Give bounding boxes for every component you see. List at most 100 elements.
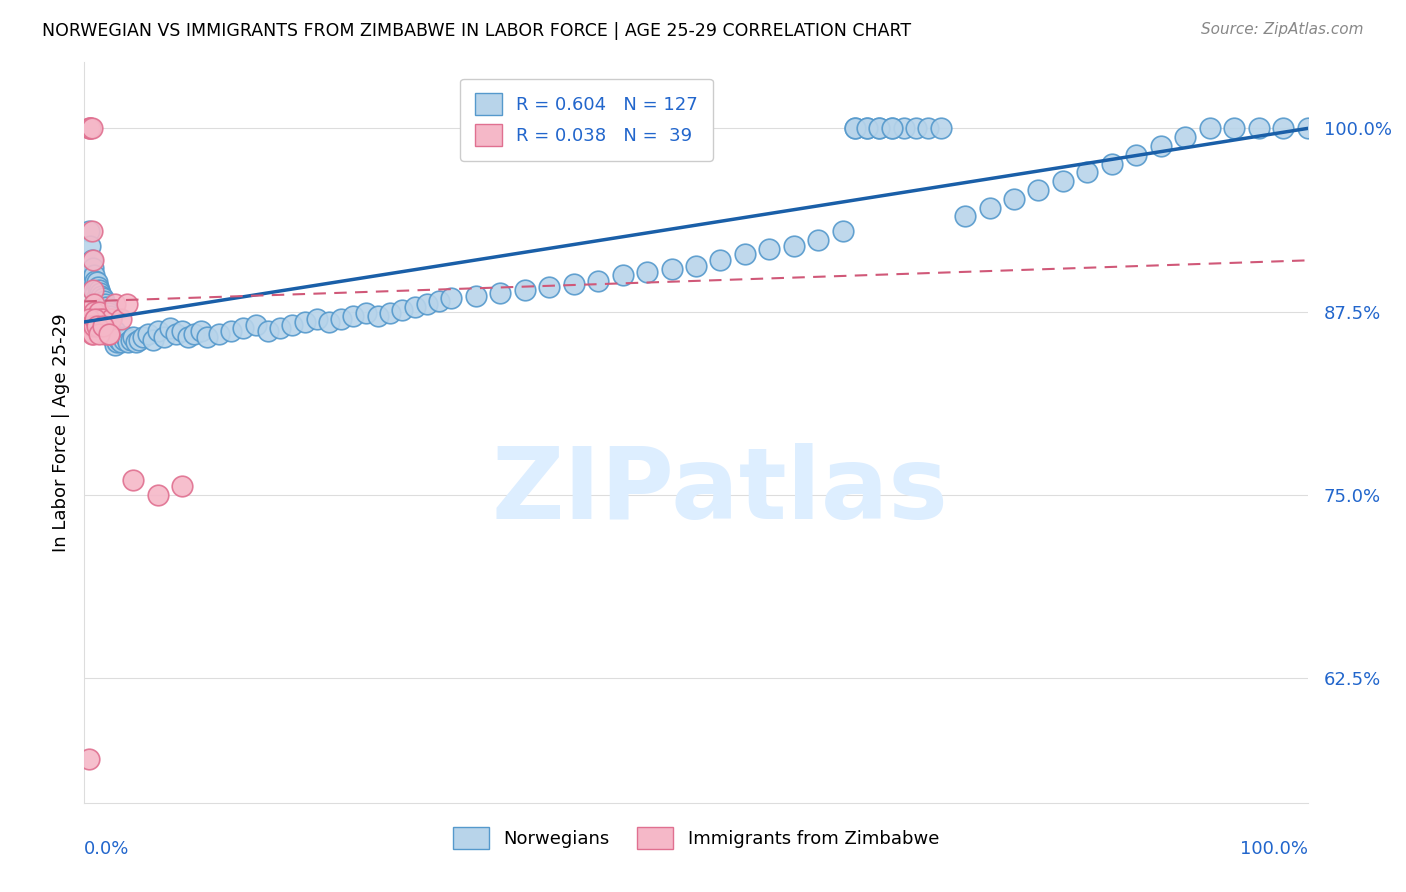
Point <box>104 324 127 338</box>
Point <box>367 309 389 323</box>
Point <box>82 326 104 341</box>
Point <box>105 329 128 343</box>
Point <box>844 121 866 136</box>
Point <box>281 318 304 332</box>
Point <box>89 312 111 326</box>
Point <box>86 319 108 334</box>
Point <box>87 279 110 293</box>
Point <box>856 121 879 136</box>
Point <box>120 333 142 347</box>
Point <box>219 324 242 338</box>
Point <box>1002 192 1025 206</box>
Point <box>93 319 115 334</box>
Point <box>87 304 110 318</box>
Point <box>87 294 110 309</box>
Point <box>94 312 117 326</box>
Point <box>880 121 903 136</box>
Point <box>83 268 105 282</box>
Point <box>96 319 118 334</box>
Point <box>586 274 609 288</box>
Point <box>195 329 218 343</box>
Point <box>146 324 169 338</box>
Legend: Norwegians, Immigrants from Zimbabwe: Norwegians, Immigrants from Zimbabwe <box>446 821 946 856</box>
Point <box>245 318 267 332</box>
Point <box>844 121 866 136</box>
Point <box>93 294 115 309</box>
Point <box>79 121 101 136</box>
Point <box>97 306 120 320</box>
Point <box>83 319 105 334</box>
Point <box>97 326 120 341</box>
Point <box>208 326 231 341</box>
Point <box>77 121 100 136</box>
Point <box>856 121 879 136</box>
Point <box>869 121 891 136</box>
Point <box>91 292 114 306</box>
Point <box>342 309 364 323</box>
Point <box>917 121 939 136</box>
Point <box>661 262 683 277</box>
Point <box>391 303 413 318</box>
Point <box>1028 183 1050 197</box>
Point <box>83 297 105 311</box>
Point <box>103 333 125 347</box>
Point <box>880 121 903 136</box>
Point <box>90 319 112 334</box>
Point <box>489 285 512 300</box>
Point <box>80 224 103 238</box>
Point <box>104 297 127 311</box>
Point <box>96 315 118 329</box>
Point <box>1125 148 1147 162</box>
Point <box>464 288 486 302</box>
Point <box>84 312 107 326</box>
Point <box>136 326 159 341</box>
Point <box>97 318 120 332</box>
Point <box>612 268 634 282</box>
Point <box>79 121 101 136</box>
Point <box>1198 121 1220 136</box>
Point <box>83 279 105 293</box>
Point <box>91 312 114 326</box>
Point <box>77 312 100 326</box>
Point <box>87 312 110 326</box>
Point <box>165 326 187 341</box>
Point <box>685 259 707 273</box>
Point <box>734 247 756 261</box>
Point <box>110 335 132 350</box>
Point <box>82 283 104 297</box>
Point <box>94 297 117 311</box>
Point <box>153 329 176 343</box>
Point <box>636 265 658 279</box>
Text: Source: ZipAtlas.com: Source: ZipAtlas.com <box>1201 22 1364 37</box>
Point <box>87 283 110 297</box>
Point <box>1076 165 1098 179</box>
Point <box>100 312 122 326</box>
Point <box>953 210 976 224</box>
Point <box>80 326 103 341</box>
Text: NORWEGIAN VS IMMIGRANTS FROM ZIMBABWE IN LABOR FORCE | AGE 25-29 CORRELATION CHA: NORWEGIAN VS IMMIGRANTS FROM ZIMBABWE IN… <box>42 22 911 40</box>
Text: 100.0%: 100.0% <box>1240 840 1308 858</box>
Point <box>354 306 377 320</box>
Point <box>87 297 110 311</box>
Point <box>83 304 105 318</box>
Point <box>440 292 463 306</box>
Point <box>330 312 353 326</box>
Point <box>104 338 127 352</box>
Point <box>538 279 561 293</box>
Point <box>107 333 129 347</box>
Point <box>1223 121 1246 136</box>
Point <box>132 329 155 343</box>
Point <box>1101 156 1123 170</box>
Point <box>183 326 205 341</box>
Point <box>831 224 853 238</box>
Point <box>146 488 169 502</box>
Point <box>929 121 952 136</box>
Point <box>1247 121 1270 136</box>
Point <box>82 253 104 268</box>
Point <box>98 309 121 323</box>
Point <box>122 329 145 343</box>
Point <box>427 294 450 309</box>
Point <box>84 312 107 326</box>
Point <box>380 306 402 320</box>
Point <box>257 324 280 338</box>
